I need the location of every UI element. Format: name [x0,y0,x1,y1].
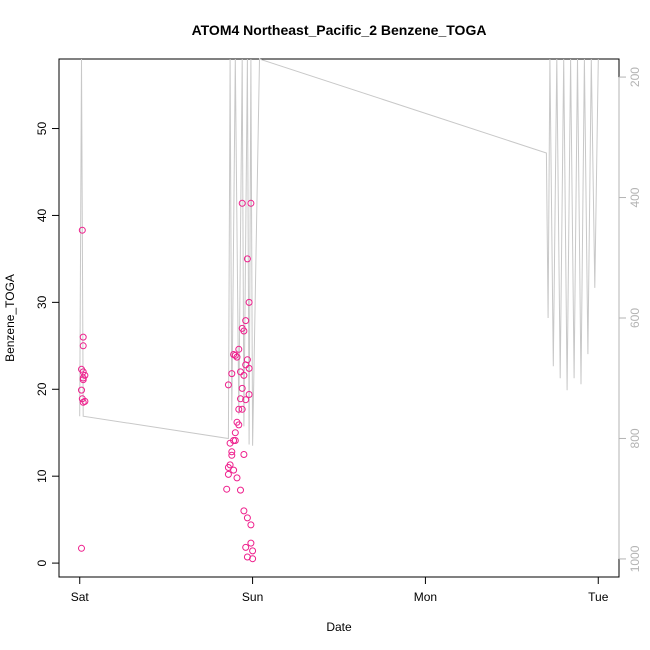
data-point [79,333,87,341]
data-point [249,547,257,555]
y2-tick-label: 800 [628,428,642,448]
x-tick-label: Sat [71,590,90,604]
data-point [78,544,85,552]
x-tick-label: Mon [414,590,437,604]
x-tick-label: Sun [242,590,263,604]
y-axis-label: Benzene_TOGA [3,274,17,362]
chart-title: ATOM4 Northeast_Pacific_2 Benzene_TOGA [192,22,487,38]
data-point [240,507,248,515]
data-point [247,521,255,529]
data-point [78,365,85,373]
y-tick-label: 20 [35,382,49,396]
y2-tick-label: 1000 [628,545,642,572]
y-tick-label: 40 [35,208,49,222]
x-axis-label: Date [326,620,352,634]
data-point [240,451,248,458]
data-point [79,342,87,350]
y2-tick-label: 600 [628,308,642,328]
data-point [238,405,246,413]
y-axis-right: 200 400 600 800 1000 [618,67,642,572]
data-point [228,448,236,456]
data-point [223,485,231,493]
data-point [242,317,250,325]
x-axis: Sat Sun Mon Tue [71,576,609,604]
data-point [81,397,89,405]
points-layer [78,199,257,563]
x-tick-label: Tue [588,590,609,604]
data-point [237,486,244,494]
data-point [235,405,243,413]
data-point [81,371,89,379]
y-axis-left: 0 10 20 30 40 50 [35,122,60,566]
data-point [243,514,251,522]
data-point [233,474,241,482]
data-point [247,199,255,207]
data-point [245,298,253,306]
data-point [237,395,244,403]
data-point [240,327,248,335]
data-point [231,429,239,437]
y-tick-label: 30 [35,295,49,309]
data-point [79,376,87,384]
data-point [245,364,253,372]
data-point [224,470,232,478]
y2-tick-label: 200 [628,67,642,87]
data-point [228,451,236,459]
data-point [231,437,239,444]
data-point [78,226,86,234]
data-point [224,464,232,471]
data-point [224,381,232,389]
y-tick-label: 50 [35,122,49,136]
data-point [238,384,246,392]
secondary-series-line [79,58,599,446]
data-point [237,368,244,376]
data-point [78,386,85,394]
data-point [235,345,243,353]
plot-frame [58,58,620,578]
data-point [238,199,246,207]
data-point [235,421,243,429]
data-point [245,391,253,398]
y-tick-label: 0 [35,559,49,566]
data-point [233,353,241,361]
data-point [247,539,255,547]
data-point [242,543,250,551]
y2-tick-label: 400 [628,187,642,207]
data-point [243,553,251,561]
data-point [242,396,250,404]
y-tick-label: 10 [35,469,49,483]
data-point [243,356,251,364]
data-point [243,255,251,263]
secondary-line-layer [79,58,599,446]
data-point [228,370,236,378]
